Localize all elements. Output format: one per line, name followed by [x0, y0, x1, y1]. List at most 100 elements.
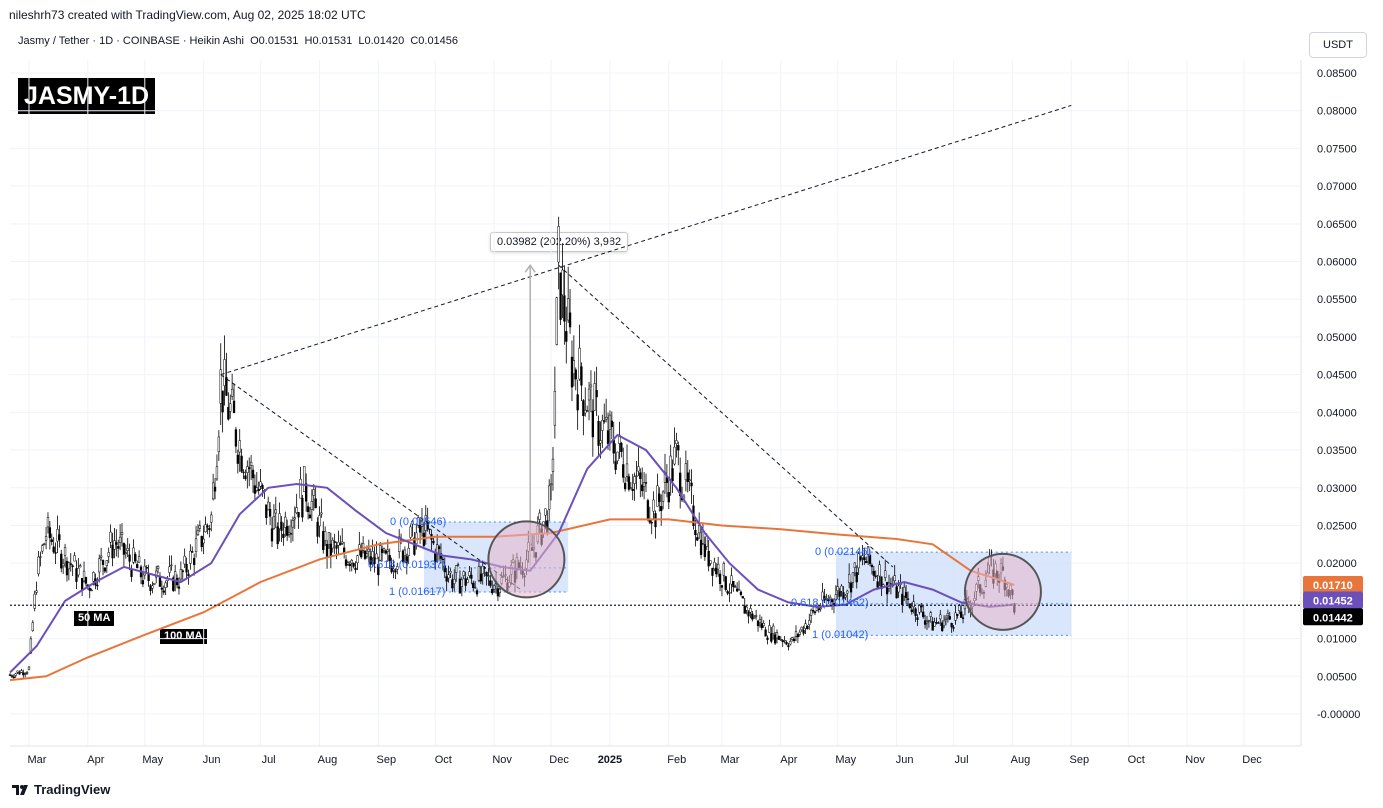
candle-body — [109, 531, 112, 543]
candle-body — [937, 622, 940, 624]
candle-body — [610, 420, 613, 428]
candle-body — [756, 620, 760, 627]
candle-body — [335, 545, 338, 549]
candle-body — [286, 526, 289, 536]
last-price-tag: 0.01442 — [1313, 612, 1353, 624]
footer-brand: TradingView — [34, 782, 111, 797]
candle-body — [629, 487, 632, 489]
candle-body — [132, 547, 135, 563]
candle-body — [616, 451, 619, 462]
candle-body — [417, 517, 420, 526]
candle-body — [584, 409, 587, 414]
candle-body — [470, 574, 473, 579]
price-axis[interactable]: 0.08500 0.08000 0.07500 0.07000 0.06500 0.060… — [1303, 68, 1363, 721]
candle-body — [648, 520, 651, 523]
time-axis[interactable]: Mar Apr May Jun Jul Aug Sep Oct Nov Dec 2025 Feb Mar… — [28, 754, 1263, 766]
candle-body — [580, 366, 583, 386]
candle-body — [458, 578, 462, 594]
time-tick: 2025 — [598, 754, 622, 766]
candle-body — [876, 581, 879, 588]
candle-body — [333, 541, 336, 544]
candle-body — [601, 419, 604, 431]
candle-body — [360, 550, 363, 558]
candle-body — [291, 520, 295, 528]
price-tick: 0.05000 — [1317, 332, 1357, 344]
tradingview-logo[interactable]: TradingView — [12, 782, 110, 797]
ma50-price-tag: 0.01452 — [1313, 596, 1353, 608]
highlight-circles — [487, 520, 1042, 631]
candle-body — [126, 548, 129, 551]
candle-body — [149, 585, 152, 591]
candle-body — [942, 620, 946, 627]
candle-body — [796, 634, 800, 638]
candle-body — [846, 590, 849, 594]
candle-body — [929, 612, 932, 617]
candle-body — [804, 623, 807, 629]
candle-body — [179, 569, 183, 580]
candle-body — [703, 544, 707, 558]
candle-body — [246, 466, 249, 473]
candle-body — [642, 482, 646, 487]
candle-body — [538, 512, 541, 520]
candle-body — [403, 549, 407, 557]
candle-body — [287, 532, 291, 535]
candle-body — [544, 508, 547, 516]
symbol-info[interactable]: Jasmy / Tether · 1D · COINBASE · Heikin … — [18, 35, 459, 47]
fib-right-0: 0 (0.02146) — [815, 546, 871, 558]
candle-body — [183, 555, 186, 565]
candle-body — [705, 535, 708, 547]
candle-body — [82, 570, 86, 582]
currency-button[interactable]: USDT — [1309, 32, 1367, 58]
candle-body — [168, 566, 171, 573]
candle-body — [396, 566, 399, 570]
candle-body — [792, 638, 796, 642]
candle-body — [920, 605, 923, 608]
candle-body — [346, 562, 350, 565]
candle-body — [798, 631, 801, 635]
candle-body — [90, 589, 93, 592]
price-tick: 0.00500 — [1317, 671, 1357, 683]
candle-body — [272, 516, 276, 529]
candle-body — [485, 571, 488, 577]
candle-body — [726, 591, 729, 594]
candle-body — [766, 637, 769, 640]
candle-body — [50, 539, 53, 542]
candle-body — [443, 565, 446, 573]
candle-body — [134, 554, 137, 561]
candle-body — [361, 543, 365, 551]
candle-body — [587, 388, 591, 401]
candle-body — [312, 489, 315, 496]
candle-body — [874, 575, 877, 577]
candle-body — [893, 575, 896, 582]
candle-body — [800, 626, 803, 630]
candle-body — [849, 582, 853, 593]
candle-body — [14, 673, 17, 676]
time-tick: Apr — [87, 754, 104, 766]
candle-body — [185, 563, 188, 573]
fib-right-618: 0.618 (0.01462) — [791, 597, 869, 609]
candle-body — [551, 458, 555, 472]
candle-body — [124, 552, 127, 554]
candle-body — [650, 522, 653, 524]
candle-body — [764, 629, 767, 637]
candle-body — [194, 538, 198, 552]
candle-body — [392, 568, 395, 571]
candle-body — [297, 512, 300, 518]
candle-body — [570, 356, 574, 388]
candle-body — [401, 550, 405, 562]
candle-body — [549, 483, 553, 486]
candle-body — [834, 594, 838, 601]
candle-body — [868, 554, 872, 564]
candle-body — [941, 622, 944, 631]
candle-body — [737, 588, 741, 591]
candle-body — [202, 538, 205, 544]
candle-body — [574, 369, 577, 380]
candle-body — [367, 548, 370, 552]
candle-body — [418, 524, 422, 533]
candle-body — [635, 475, 638, 477]
candle-body — [280, 521, 283, 531]
candle-body — [310, 501, 314, 510]
candle-body — [633, 476, 636, 484]
candle-body — [322, 531, 325, 551]
